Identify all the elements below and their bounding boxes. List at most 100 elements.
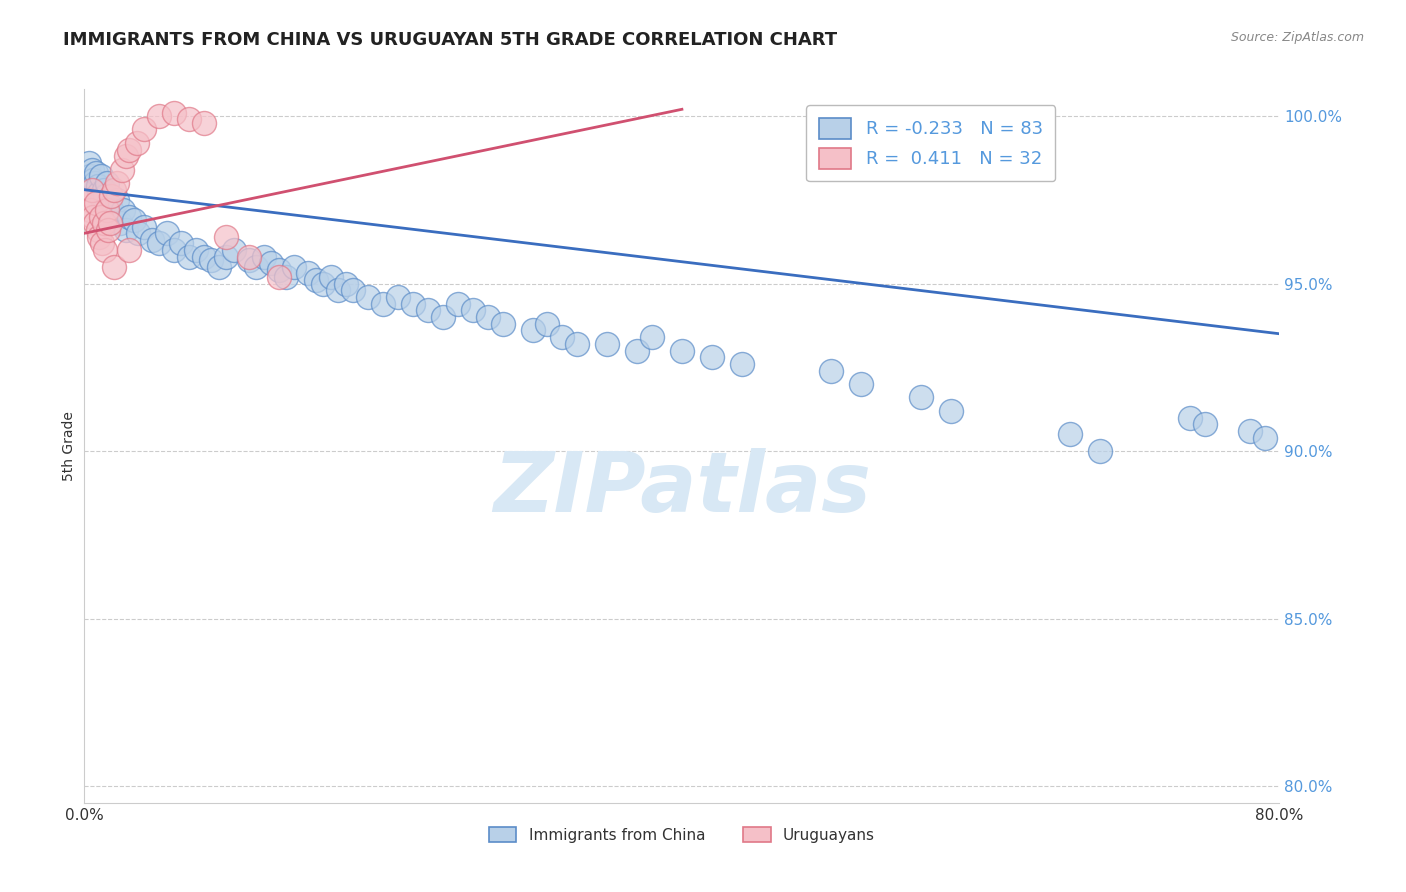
Point [132, 219, 156, 234]
Point [115, 149, 138, 163]
Point [103, 210, 125, 224]
Point [1194, 417, 1216, 432]
Point [103, 183, 125, 197]
Point [89, 186, 111, 200]
Point [208, 260, 231, 274]
Point [596, 336, 619, 351]
Point [260, 256, 283, 270]
Point [238, 250, 260, 264]
Point [170, 236, 193, 251]
Point [97, 196, 120, 211]
Point [238, 253, 260, 268]
Point [100, 202, 122, 217]
Point [103, 260, 125, 274]
Point [253, 250, 276, 264]
Point [83, 216, 105, 230]
Point [96, 202, 118, 217]
Point [200, 253, 222, 268]
Point [89, 229, 111, 244]
Point [461, 303, 484, 318]
Text: ZIPatlas: ZIPatlas [494, 449, 870, 529]
Point [177, 112, 200, 127]
Point [536, 317, 558, 331]
Point [402, 296, 425, 310]
Point [416, 303, 439, 318]
Point [319, 269, 342, 284]
Point [1090, 444, 1112, 458]
Point [118, 143, 141, 157]
Point [939, 404, 962, 418]
Point [80, 162, 103, 177]
Point [267, 263, 290, 277]
Point [1178, 410, 1201, 425]
Point [626, 343, 648, 358]
Point [641, 330, 664, 344]
Point [96, 176, 118, 190]
Point [155, 227, 177, 241]
Point [215, 250, 238, 264]
Point [851, 377, 873, 392]
Point [1239, 424, 1261, 438]
Point [731, 357, 754, 371]
Point [77, 156, 100, 170]
Point [132, 122, 156, 136]
Point [163, 105, 186, 120]
Point [90, 169, 112, 184]
Point [97, 223, 120, 237]
Point [98, 216, 121, 230]
Point [83, 176, 105, 190]
Point [357, 290, 380, 304]
Point [111, 162, 134, 177]
Point [522, 323, 544, 337]
Point [127, 227, 149, 241]
Point [335, 277, 357, 291]
Point [118, 243, 141, 257]
Point [215, 229, 238, 244]
Point [267, 269, 290, 284]
Point [283, 260, 305, 274]
Point [567, 336, 589, 351]
Point [93, 216, 115, 230]
Point [101, 206, 124, 220]
Point [115, 223, 138, 237]
Point [87, 223, 110, 237]
Point [91, 193, 114, 207]
Point [373, 296, 395, 310]
Point [100, 189, 122, 203]
Point [82, 210, 104, 224]
Point [1059, 427, 1081, 442]
Point [447, 296, 470, 310]
Point [94, 189, 117, 203]
Point [148, 109, 170, 123]
Point [90, 210, 112, 224]
Point [105, 176, 128, 190]
Point [551, 330, 574, 344]
Text: Source: ZipAtlas.com: Source: ZipAtlas.com [1230, 31, 1364, 45]
Point [387, 290, 409, 304]
Point [94, 243, 117, 257]
Point [163, 243, 186, 257]
Point [86, 166, 108, 180]
Point [342, 283, 364, 297]
Point [91, 236, 114, 251]
Point [193, 116, 215, 130]
Point [79, 169, 101, 184]
Point [80, 183, 103, 197]
Point [671, 343, 693, 358]
Point [93, 183, 115, 197]
Legend: Immigrants from China, Uruguayans: Immigrants from China, Uruguayans [482, 821, 882, 848]
Point [477, 310, 499, 324]
Point [222, 243, 245, 257]
Point [297, 267, 319, 281]
Point [700, 350, 723, 364]
Point [1253, 431, 1275, 445]
Point [105, 193, 128, 207]
Point [125, 136, 148, 150]
Y-axis label: 5th Grade: 5th Grade [62, 411, 76, 481]
Point [112, 202, 135, 217]
Point [432, 310, 454, 324]
Point [86, 196, 108, 211]
Point [77, 193, 100, 207]
Point [820, 363, 842, 377]
Text: IMMIGRANTS FROM CHINA VS URUGUAYAN 5TH GRADE CORRELATION CHART: IMMIGRANTS FROM CHINA VS URUGUAYAN 5TH G… [63, 31, 838, 49]
